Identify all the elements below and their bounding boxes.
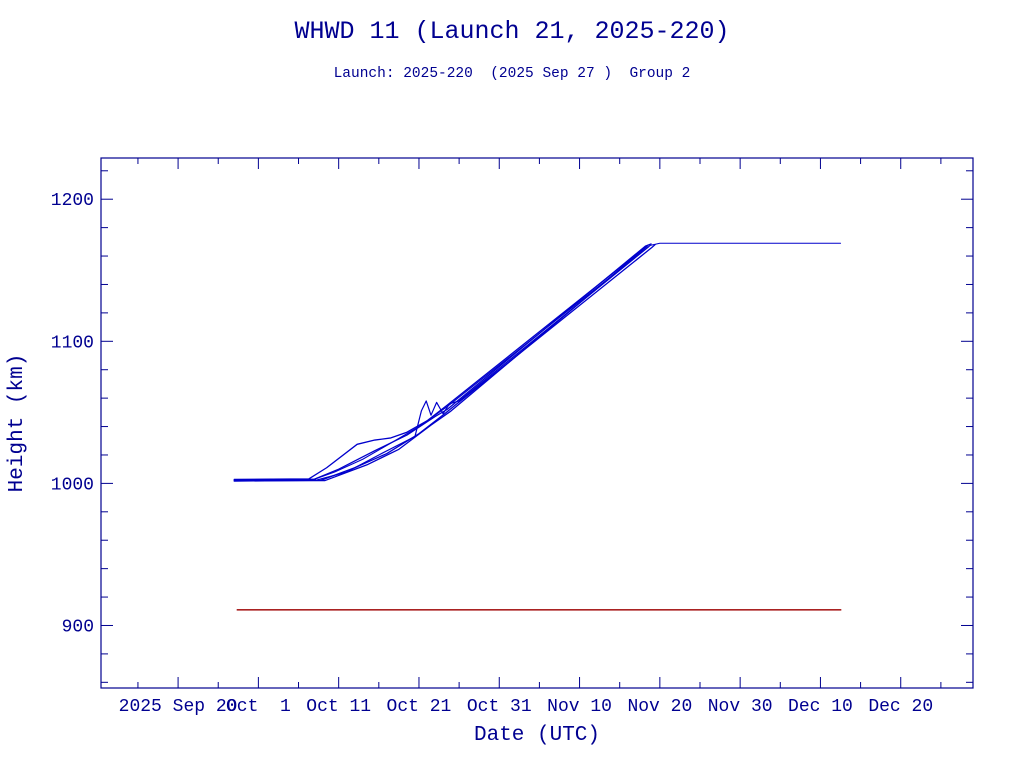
- chart-title: WHWD 11 (Launch 21, 2025-220): [294, 17, 730, 46]
- chart-subtitle: Launch: 2025-220 (2025 Sep 27 ) Group 2: [333, 66, 691, 82]
- object-track-3: [233, 246, 650, 482]
- x-axis-tick-label: 2025 Sep 20: [119, 697, 238, 717]
- x-axis-tick-label: Nov 20: [627, 697, 692, 717]
- x-axis-tick-label: Oct 11: [306, 697, 371, 717]
- object-track-2: [233, 244, 649, 481]
- y-axis-tick-label: 1100: [51, 333, 94, 353]
- y-axis-tick-label: 1000: [51, 475, 94, 495]
- object-track-6: [233, 245, 648, 482]
- x-axis-tick-label: Oct 21: [387, 697, 452, 717]
- plot-frame: [100, 157, 974, 689]
- y-axis-tick-label: 900: [62, 617, 94, 637]
- x-axis-tick-label: Oct 31: [467, 697, 532, 717]
- y-axis-tick-label: 1200: [51, 191, 94, 211]
- object-track-4: [233, 244, 656, 482]
- x-axis-tick-label: Dec 20: [868, 697, 933, 717]
- x-axis-tick-label: Dec 10: [788, 697, 853, 717]
- x-axis-tick-label: Nov 10: [547, 697, 612, 717]
- object-track-5: [233, 243, 652, 481]
- y-axis-label: Height (km): [6, 354, 29, 493]
- x-axis-label: Date (UTC): [474, 724, 600, 747]
- object-track-1: [233, 242, 842, 481]
- x-axis-tick-label: Oct 1: [226, 697, 291, 717]
- x-axis-tick-label: Nov 30: [708, 697, 773, 717]
